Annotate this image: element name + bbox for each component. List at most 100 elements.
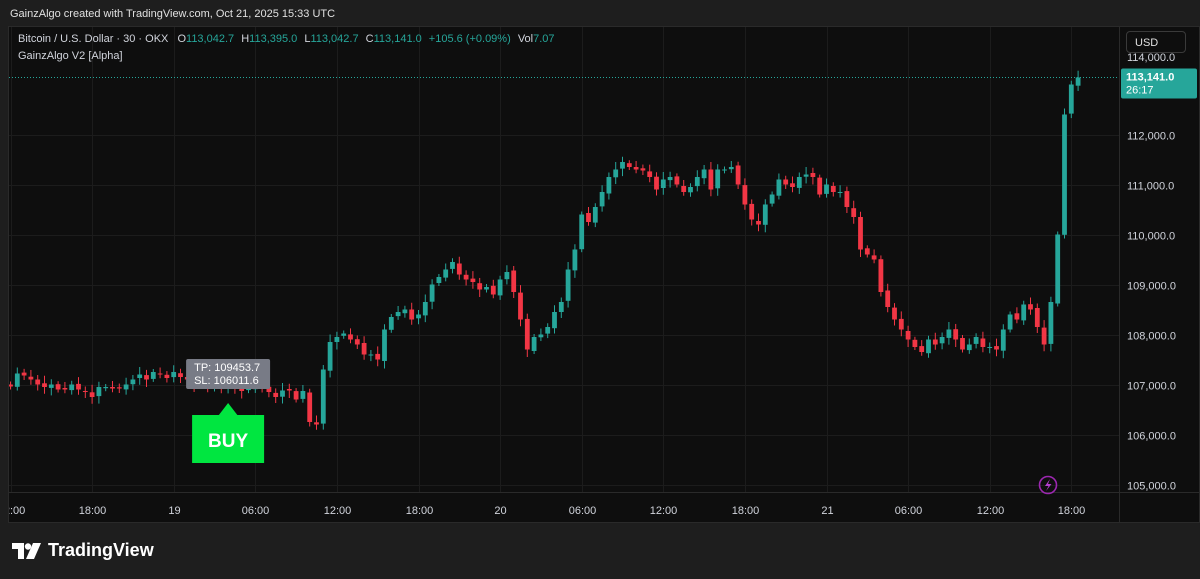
candle-body — [688, 187, 693, 193]
candle-body — [960, 338, 965, 350]
volume-value: 7.07 — [533, 33, 555, 45]
candle-body — [715, 169, 721, 189]
tradingview-logo-icon — [12, 542, 41, 559]
candle-body — [565, 269, 571, 301]
buy-label-pointer — [218, 403, 239, 416]
candle-body — [586, 213, 591, 222]
candle-body — [164, 374, 170, 378]
bar-countdown: 26:17 — [1126, 84, 1154, 96]
candle-body — [783, 179, 789, 185]
price-tick-label: 107,000.0 — [1127, 381, 1176, 393]
candle-body — [1048, 302, 1054, 344]
candle-body — [667, 177, 673, 181]
candle-body — [858, 217, 863, 250]
tradingview-logo[interactable]: TradingView — [12, 540, 154, 561]
buy-label-text: BUY — [208, 431, 248, 452]
high-value: 113,395.0 — [249, 33, 298, 45]
candle-body — [742, 185, 748, 205]
symbol-label[interactable]: Bitcoin / U.S. Dollar · 30 · OKX — [18, 33, 169, 45]
ohlc-legend: Bitcoin / U.S. Dollar · 30 · OKX O113,04… — [18, 33, 555, 45]
candle-body — [504, 272, 510, 280]
time-tick-label: 06:00 — [242, 505, 270, 517]
candle-body — [776, 179, 782, 196]
candle-body — [416, 314, 421, 319]
candle-body — [1068, 84, 1074, 114]
last-price-label: 113,141.026:17 — [9, 68, 1197, 99]
currency-button[interactable]: USD — [1126, 31, 1186, 53]
chart-panel[interactable]: 105,000.0 106,000.0 107,000.0 108,000.0 109,… — [8, 26, 1200, 523]
candle-body — [973, 337, 979, 344]
buy-signal: TP: 109453.7SL: 106011.6 BUY — [186, 359, 271, 463]
price-tick-label: 111,000.0 — [1127, 181, 1174, 193]
indicator-legend[interactable]: GainzAlgo V2 [Alpha] — [18, 50, 123, 62]
candle-body — [538, 334, 544, 338]
time-tick-label: 20 — [494, 505, 506, 517]
candle-body — [790, 183, 795, 187]
candle-body — [803, 174, 809, 177]
tp-sl-tooltip — [186, 359, 271, 389]
candle-body — [320, 369, 326, 424]
brand-name: TradingView — [48, 540, 154, 560]
candle-body — [157, 373, 163, 375]
candle-body — [511, 270, 517, 292]
grid-lines — [9, 27, 1199, 522]
candle-body — [647, 171, 653, 177]
time-tick-label: 06:00 — [895, 505, 923, 517]
open-label: O — [177, 33, 187, 45]
candle-body — [912, 339, 918, 347]
price-chart[interactable]: 105,000.0 106,000.0 107,000.0 108,000.0 109,… — [9, 27, 1199, 522]
candle-body — [96, 387, 102, 397]
buy-label-box — [192, 415, 265, 463]
volume-label: Vol — [517, 33, 534, 45]
candle-body — [518, 292, 523, 320]
candle-body — [69, 384, 75, 391]
candle-body — [348, 334, 353, 340]
low-label: L — [304, 33, 311, 45]
candle-body — [103, 387, 109, 389]
open-value: 113,042.7 — [186, 33, 235, 45]
candle-body — [477, 283, 483, 290]
high-label: H — [241, 33, 250, 45]
time-tick-label: 12:00 — [324, 505, 352, 517]
candle-body — [450, 262, 455, 269]
candle-body — [824, 184, 829, 194]
candle-body — [409, 309, 415, 320]
candle-body — [552, 312, 557, 329]
candle-body — [116, 387, 122, 389]
header-caption: GainzAlgo created with TradingView.com, … — [10, 8, 336, 20]
candle-body — [429, 284, 435, 302]
candle-body — [300, 391, 306, 399]
price-tick-label: 110,000.0 — [1127, 231, 1175, 243]
candle-body — [844, 191, 850, 207]
candle-body — [654, 176, 659, 190]
candle-body — [898, 318, 904, 330]
candle-body — [82, 391, 88, 392]
candle-body — [178, 373, 183, 377]
candle-body — [171, 372, 177, 378]
price-tick-label: 112,000.0 — [1127, 131, 1175, 143]
candle-body — [436, 277, 442, 283]
candle-body — [1028, 304, 1033, 310]
candle-body — [626, 163, 632, 167]
candle-body — [266, 386, 272, 392]
candle-body — [21, 372, 27, 376]
candle-body — [592, 207, 598, 223]
candle-body — [939, 337, 945, 344]
last-price-box — [1121, 68, 1197, 99]
candle-body — [946, 329, 952, 338]
take-profit-label: TP: 109453.7 — [194, 362, 260, 374]
candle-body — [953, 329, 959, 340]
candle-body — [490, 285, 496, 295]
candle-body — [402, 309, 408, 314]
candle-body — [293, 391, 299, 400]
candle-body — [484, 287, 489, 290]
candle-body — [735, 165, 741, 185]
time-tick-label: 06:00 — [569, 505, 597, 517]
candle-body — [375, 353, 381, 360]
candle-body — [545, 327, 551, 334]
alert-icon[interactable] — [1038, 475, 1058, 495]
candle-body — [701, 169, 707, 179]
candles — [9, 70, 1081, 430]
candle-body — [851, 208, 857, 217]
time-tick-label: 18:00 — [732, 505, 760, 517]
